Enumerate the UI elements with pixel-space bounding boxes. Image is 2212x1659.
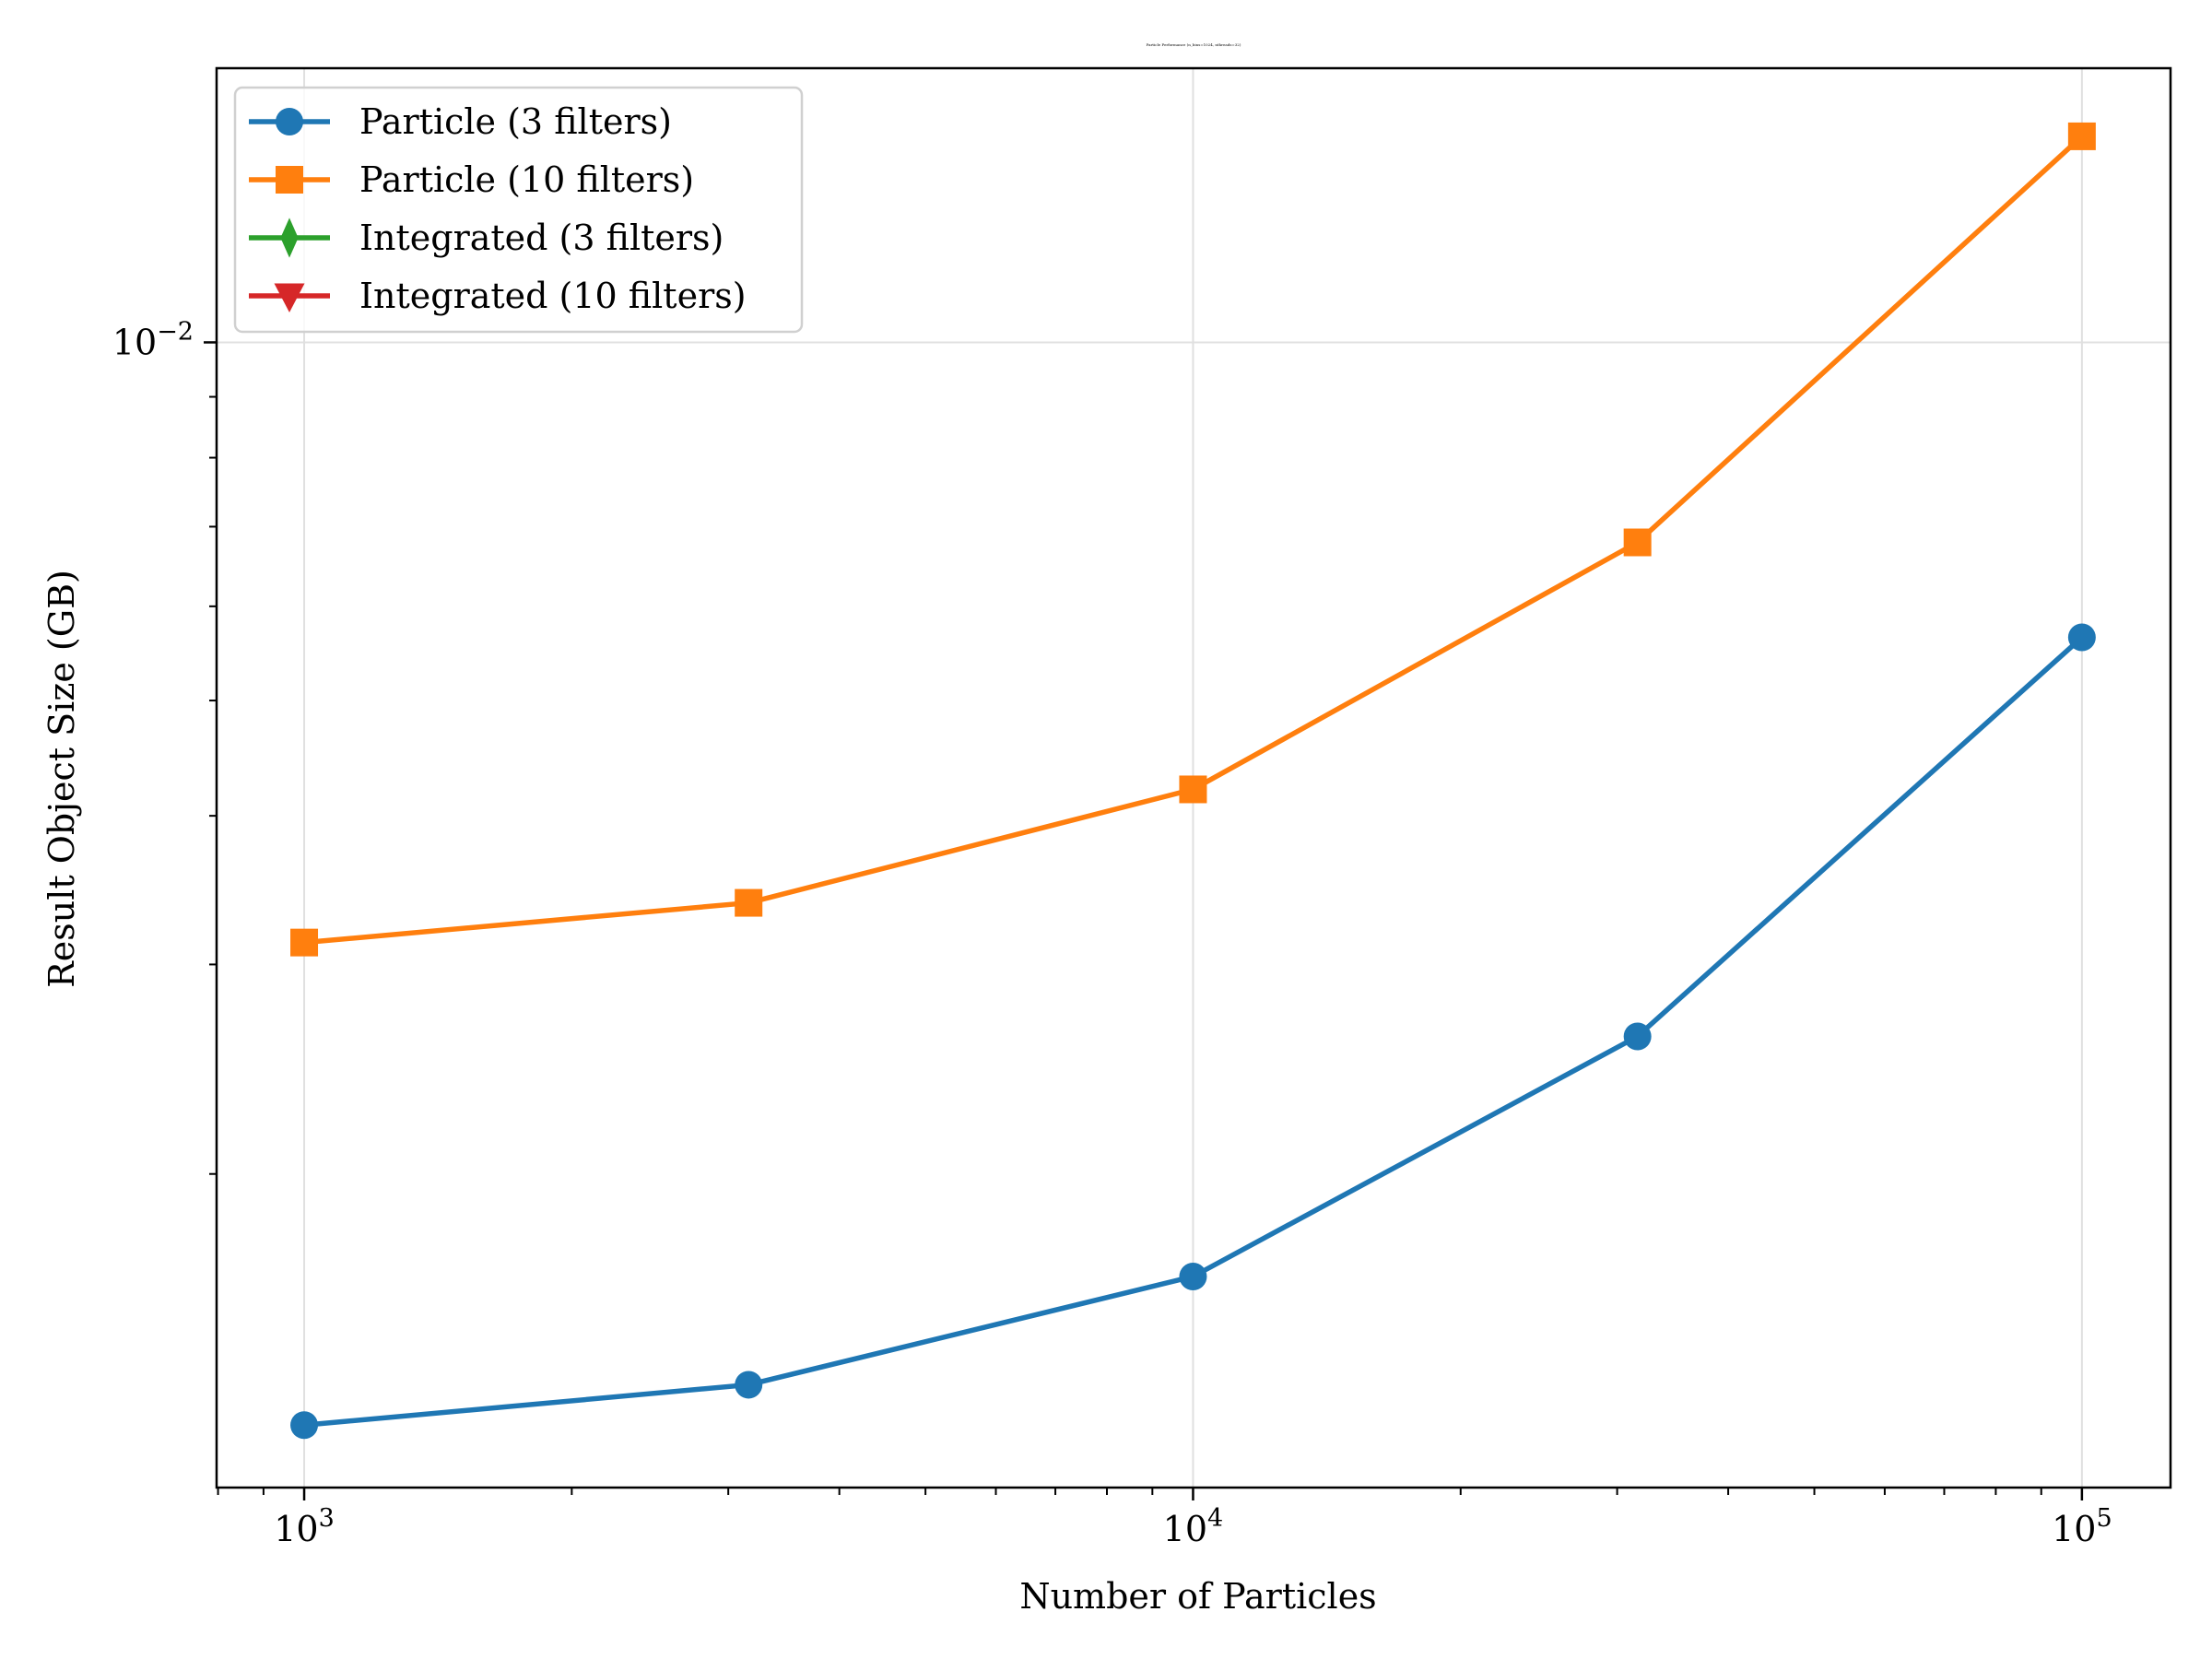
data-point bbox=[1623, 528, 1652, 557]
data-point bbox=[735, 888, 763, 917]
legend-item: Integrated (3 filters) bbox=[249, 218, 724, 258]
data-point bbox=[2067, 122, 2096, 150]
data-point bbox=[1179, 1262, 1207, 1290]
y-axis-label: Result Object Size (GB) bbox=[41, 570, 82, 988]
x-tick-label: 105 bbox=[2052, 1504, 2112, 1549]
y-tick-label: 10−2 bbox=[112, 317, 194, 362]
legend-label: Particle (10 filters) bbox=[359, 159, 694, 200]
legend-item: Particle (10 filters) bbox=[249, 159, 694, 200]
legend-item: Integrated (10 filters) bbox=[249, 276, 747, 316]
x-axis-ticks: 103 104 105 bbox=[217, 1488, 2112, 1549]
legend-marker bbox=[274, 283, 305, 312]
legend: Particle (3 filters) Particle (10 filters… bbox=[233, 86, 804, 334]
data-point bbox=[2067, 623, 2096, 652]
legend-box bbox=[233, 86, 804, 334]
legend-marker bbox=[280, 218, 299, 258]
chart-title: Particle Performance (n_bins=1024, nthre… bbox=[1147, 42, 1241, 47]
legend-label: Particle (3 filters) bbox=[359, 101, 672, 142]
x-tick-label: 103 bbox=[274, 1504, 335, 1549]
legend-item: Particle (3 filters) bbox=[249, 101, 672, 142]
x-tick-label: 104 bbox=[1163, 1504, 1224, 1549]
data-point bbox=[290, 1411, 319, 1440]
y-axis-ticks: 10−2 bbox=[112, 317, 217, 1175]
data-point bbox=[290, 928, 319, 957]
data-point bbox=[1623, 1022, 1652, 1051]
legend-label: Integrated (3 filters) bbox=[359, 218, 724, 258]
plot-area bbox=[290, 122, 2096, 1440]
legend-marker bbox=[276, 166, 303, 194]
data-point bbox=[1179, 775, 1207, 804]
data-point bbox=[735, 1371, 763, 1399]
legend-label: Integrated (10 filters) bbox=[359, 276, 747, 316]
series-0 bbox=[290, 623, 2096, 1440]
x-axis-label: Number of Particles bbox=[1019, 1576, 1376, 1617]
series-1 bbox=[290, 122, 2096, 957]
legend-marker bbox=[276, 108, 303, 135]
